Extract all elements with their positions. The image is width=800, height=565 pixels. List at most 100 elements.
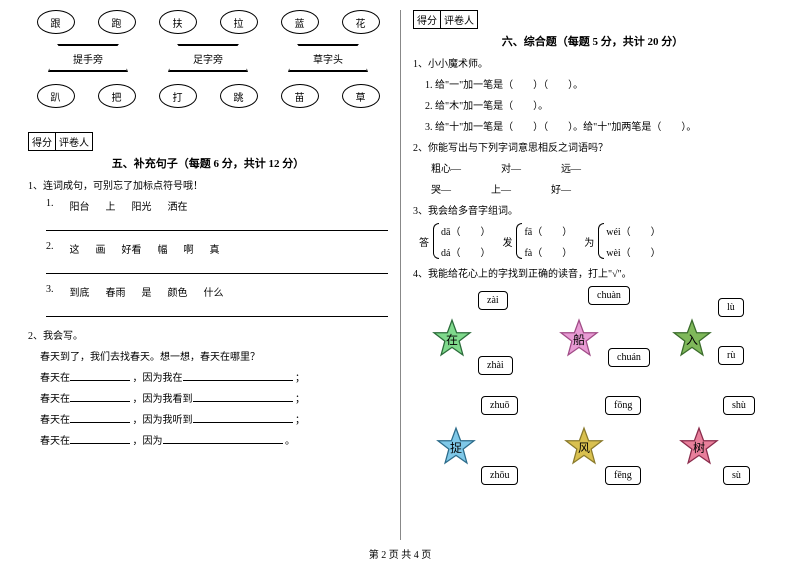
trapezoid: 提手旁 — [48, 44, 128, 72]
score-label: 得分 — [414, 11, 441, 28]
oval: 趴 — [37, 84, 75, 108]
char: 答 — [419, 234, 429, 249]
w: 真 — [210, 241, 220, 256]
multi-item: 发 fā（ ） fà（ ） — [502, 223, 572, 259]
t: 春天在 — [40, 415, 70, 426]
t: ，因为我看到 — [133, 394, 193, 405]
blank — [193, 413, 293, 423]
w: 春雨 — [106, 284, 126, 299]
w: 画 — [96, 241, 106, 256]
fill-row: 春天在 ，因为我听到 ； — [40, 411, 388, 426]
grader-label: 评卷人 — [441, 11, 477, 28]
reading: fā（ ） — [524, 223, 572, 238]
oval: 跟 — [37, 10, 75, 34]
pinyin-option: fōng — [605, 396, 641, 415]
cluster-row: zhuō 捉 zhōu fōng 风 fēng shù — [413, 396, 772, 506]
t: 。 — [285, 436, 295, 447]
fill-row: 春天在 ，因为我在 ； — [40, 369, 388, 384]
w: 1. — [46, 198, 54, 213]
blank — [70, 413, 130, 423]
oval: 扶 — [159, 10, 197, 34]
star-char: 树 — [678, 426, 720, 468]
pair: 对— — [501, 160, 521, 175]
bracket-icon — [598, 223, 604, 259]
fill-row: 春天在 ，因为 。 — [40, 432, 388, 447]
w: 颜色 — [168, 284, 188, 299]
w: 2. — [46, 241, 54, 256]
star-badge: 船 — [558, 318, 600, 360]
t: ，因为 — [133, 436, 163, 447]
pair-row: 粗心— 对— 远— — [431, 160, 772, 175]
trapezoid: 足字旁 — [168, 44, 248, 72]
page-footer: 第 2 页 共 4 页 — [0, 546, 800, 561]
multi-item: 为 wéi（ ） wèi（ ） — [584, 223, 660, 259]
reading: wéi（ ） — [606, 223, 660, 238]
q6-2-intro: 2、你能写出与下列字词意思相反之词语吗？ — [413, 139, 772, 154]
star-badge: 树 — [678, 426, 720, 468]
pinyin-option: lù — [718, 298, 744, 317]
oval: 蓝 — [281, 10, 319, 34]
oval-row-1: 跟 跑 扶 拉 蓝 花 — [28, 10, 388, 34]
q6-1-line: 3. 给"十"加一笔是（ ）（ ）。给"十"加两笔是（ ）。 — [425, 118, 772, 133]
star-char: 风 — [563, 426, 605, 468]
star-char: 捉 — [435, 426, 477, 468]
w: 洒在 — [168, 198, 188, 213]
reading: wèi（ ） — [606, 244, 660, 259]
word-line: 3. 到底 春雨 是 颜色 什么 — [46, 284, 388, 299]
star-char: 入 — [671, 318, 713, 360]
w: 是 — [142, 284, 152, 299]
pinyin-option: sù — [723, 466, 750, 485]
q6-1-intro: 1、小小魔术师。 — [413, 55, 772, 70]
right-column: 得分 评卷人 六、综合题（每题 5 分，共计 20 分） 1、小小魔术师。 1.… — [400, 10, 772, 540]
pair: 哭— — [431, 181, 451, 196]
t: ； — [295, 415, 305, 426]
t: 春天在 — [40, 436, 70, 447]
cluster-row: zài 在 zhài chuàn 船 chuán lù — [413, 286, 772, 396]
blank — [70, 434, 130, 444]
pinyin-option: chuàn — [588, 286, 630, 305]
oval: 苗 — [281, 84, 319, 108]
oval: 打 — [159, 84, 197, 108]
star-char: 船 — [558, 318, 600, 360]
reading: dá（ ） — [441, 244, 490, 259]
star-badge: 入 — [671, 318, 713, 360]
section-6-title: 六、综合题（每题 5 分，共计 20 分） — [413, 33, 772, 49]
word-line: 1. 阳台 上 阳光 洒在 — [46, 198, 388, 213]
w: 这 — [70, 241, 80, 256]
pinyin-option: fēng — [605, 466, 641, 485]
blank — [70, 371, 130, 381]
reading: fà（ ） — [524, 244, 572, 259]
w: 好看 — [122, 241, 142, 256]
q5-2-sub: 春天到了，我们去找春天。想一想，春天在哪里？ — [40, 348, 388, 363]
oval: 跳 — [220, 84, 258, 108]
multi-item: 答 dā（ ） dá（ ） — [419, 223, 490, 259]
q6-1-line: 1. 给"一"加一笔是（ ）（ ）。 — [425, 76, 772, 91]
t: ； — [295, 373, 305, 384]
pair: 粗心— — [431, 160, 461, 175]
oval: 拉 — [220, 10, 258, 34]
w: 到底 — [70, 284, 90, 299]
star-char: 在 — [431, 318, 473, 360]
bracket-icon — [433, 223, 439, 259]
multi-row: 答 dā（ ） dá（ ） 发 fā（ ） fà（ ） 为 — [419, 223, 772, 259]
fill-row: 春天在 ，因为我看到 ； — [40, 390, 388, 405]
pinyin-option: zài — [478, 291, 508, 310]
reading: dā（ ） — [441, 223, 490, 238]
t: ，因为我在 — [133, 373, 183, 384]
pair: 好— — [551, 181, 571, 196]
pinyin-option: chuán — [608, 348, 650, 367]
char: 发 — [502, 234, 512, 249]
oval: 花 — [342, 10, 380, 34]
pinyin-option: rù — [718, 346, 744, 365]
w: 阳光 — [132, 198, 152, 213]
grader-label: 评卷人 — [56, 133, 92, 150]
w: 上 — [106, 198, 116, 213]
q6-3-intro: 3、我会给多音字组词。 — [413, 202, 772, 217]
oval: 草 — [342, 84, 380, 108]
pair: 上— — [491, 181, 511, 196]
t: ，因为我听到 — [133, 415, 193, 426]
answer-line — [46, 217, 388, 231]
blank — [163, 434, 283, 444]
star-badge: 风 — [563, 426, 605, 468]
w: 什么 — [204, 284, 224, 299]
